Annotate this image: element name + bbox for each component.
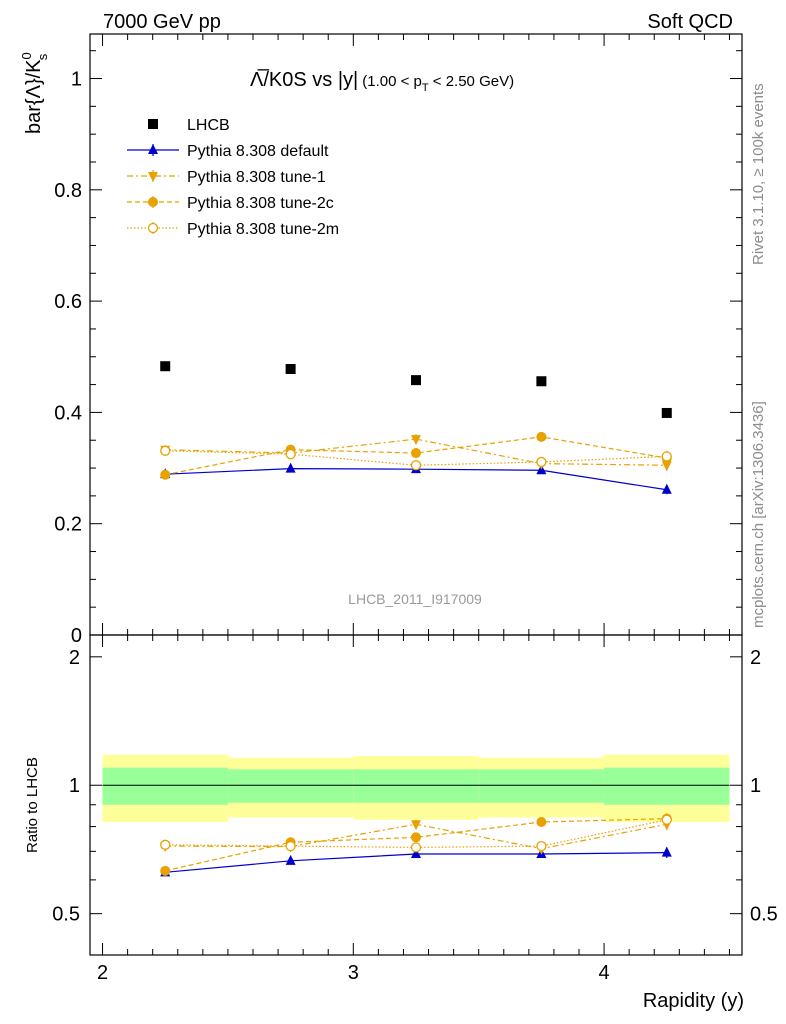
data-point-tune1 — [661, 461, 672, 472]
ratio-tick-label-right: 0.5 — [750, 904, 778, 926]
x-tick-label: 3 — [348, 962, 359, 984]
y-tick-label: 0.4 — [54, 402, 82, 424]
legend-entry-tune2m: Pythia 8.308 tune-2m — [127, 221, 339, 238]
main-series-layer — [160, 361, 672, 495]
data-point-LHCB — [536, 376, 547, 387]
legend-label: LHCB — [187, 117, 230, 134]
data-point-LHCB — [285, 364, 296, 375]
ratio-point-default — [661, 846, 672, 857]
series-LHCB — [160, 361, 672, 418]
series-tune2m — [160, 445, 672, 471]
data-point-LHCB — [411, 375, 421, 386]
y-axis-label-sub: s — [35, 53, 50, 60]
x-tick-label: 2 — [97, 962, 108, 984]
analysis-watermark: LHCB_2011_I917009 — [348, 591, 482, 607]
band-inner-segment — [478, 769, 605, 803]
band-inner-segment — [353, 769, 479, 803]
rivet-label: Rivet 3.1.10, ≥ 100k events — [750, 83, 767, 265]
ratio-series-tune2m — [160, 814, 672, 853]
ratio-point-tune2c — [411, 832, 421, 843]
legend-label: Pythia 8.308 default — [187, 143, 329, 160]
ratio-tick-label-left: 2 — [69, 647, 80, 669]
legend-label: Pythia 8.308 tune-1 — [187, 169, 326, 186]
ratio-point-tune2c — [536, 817, 547, 828]
data-point-default — [661, 483, 672, 494]
data-point-tune1 — [411, 435, 421, 446]
data-point-tune2m — [285, 448, 296, 460]
data-point-tune2m — [160, 445, 171, 456]
ratio-plot-frame — [89, 634, 743, 956]
plot-title-main: Λ̅/K0S vs |y| — [250, 68, 358, 91]
band-inner-segment — [227, 769, 354, 803]
ratio-tick-label-right: 1 — [750, 775, 761, 797]
ratio-point-default — [285, 854, 296, 865]
ratio-series-layer — [160, 813, 672, 877]
ratio-point-tune2m — [536, 840, 547, 852]
data-point-LHCB — [160, 361, 171, 372]
legend-entry-default: Pythia 8.308 default — [127, 143, 329, 160]
legend-label: Pythia 8.308 tune-2m — [187, 221, 339, 238]
y-tick-label: 1 — [71, 69, 82, 91]
y-axis-label-main: bar{Λ}/K — [23, 59, 45, 134]
band-inner-segment — [604, 767, 730, 805]
data-point-default — [285, 462, 296, 473]
legend-entry-LHCB: LHCB — [148, 117, 230, 134]
band-inner-segment — [102, 767, 228, 805]
ratio-point-tune2c — [160, 865, 171, 876]
x-axis-label: Rapidity (y) — [643, 990, 744, 1012]
y-tick-label: 0.6 — [54, 291, 82, 313]
ratio-point-tune2m — [285, 840, 296, 852]
y-axis-label: bar{Λ}/K0s — [19, 52, 50, 134]
mcplots-label: mcplots.cern.ch [arXiv:1306.3436] — [750, 401, 767, 628]
x-tick-label: 4 — [599, 962, 610, 984]
legend-marker-default — [148, 144, 158, 154]
data-point-tune2c — [411, 448, 421, 459]
legend-label: Pythia 8.308 tune-2c — [187, 195, 334, 212]
ratio-point-tune1 — [411, 820, 421, 831]
y-axis-label-sup: 0 — [19, 52, 34, 59]
series-line-tune1 — [165, 438, 667, 466]
data-point-tune2m — [661, 451, 672, 462]
ratio-tick-label-right: 2 — [750, 647, 761, 669]
tick-marks — [90, 34, 742, 956]
plot-title-cut-end: < 2.50 GeV) — [429, 73, 514, 90]
y-tick-label: 0.8 — [54, 180, 82, 202]
data-point-tune2c — [536, 431, 547, 442]
header-left: 7000 GeV pp — [103, 11, 221, 33]
plot-title: Λ̅/K0S vs |y| (1.00 < pT < 2.50 GeV) — [250, 68, 514, 94]
data-point-tune2m — [410, 460, 422, 471]
ratio-point-tune2m — [661, 814, 672, 825]
svg-text:bar{Λ}/K0s: bar{Λ}/K0s — [19, 52, 50, 134]
data-point-tune2c — [160, 469, 171, 480]
legend-entry-tune2c: Pythia 8.308 tune-2c — [127, 195, 334, 212]
ratio-tick-label-left: 0.5 — [52, 904, 80, 926]
legend-marker-tune2c — [148, 197, 158, 207]
data-point-LHCB — [661, 407, 672, 418]
tick-labels: 0 0.2 0.4 0.6 0.8 1 0.5 0.5 1 1 2 2 2 3 4 — [52, 69, 778, 984]
legend-marker-LHCB — [148, 119, 158, 129]
ratio-uncertainty-band — [102, 754, 730, 823]
ratio-point-default — [411, 847, 421, 858]
ratio-tick-label-left: 1 — [69, 775, 80, 797]
legend-marker-tune2m — [147, 222, 159, 234]
header-right: Soft QCD — [647, 11, 733, 33]
y-tick-label: 0.2 — [54, 514, 82, 536]
ratio-point-tune2m — [160, 839, 171, 850]
legend: LHCB Pythia 8.308 default Pythia 8.308 tun… — [127, 117, 339, 238]
plot-title-cut-sub: T — [422, 82, 429, 94]
ratio-point-tune2m — [410, 842, 422, 853]
legend-marker-tune1 — [148, 172, 158, 182]
data-point-tune2m — [536, 456, 547, 468]
plot-title-cut: (1.00 < p — [362, 73, 422, 90]
ratio-axis-label: Ratio to LHCB — [24, 757, 41, 853]
y-tick-label: 0 — [71, 625, 82, 647]
legend-entry-tune1: Pythia 8.308 tune-1 — [127, 169, 326, 186]
